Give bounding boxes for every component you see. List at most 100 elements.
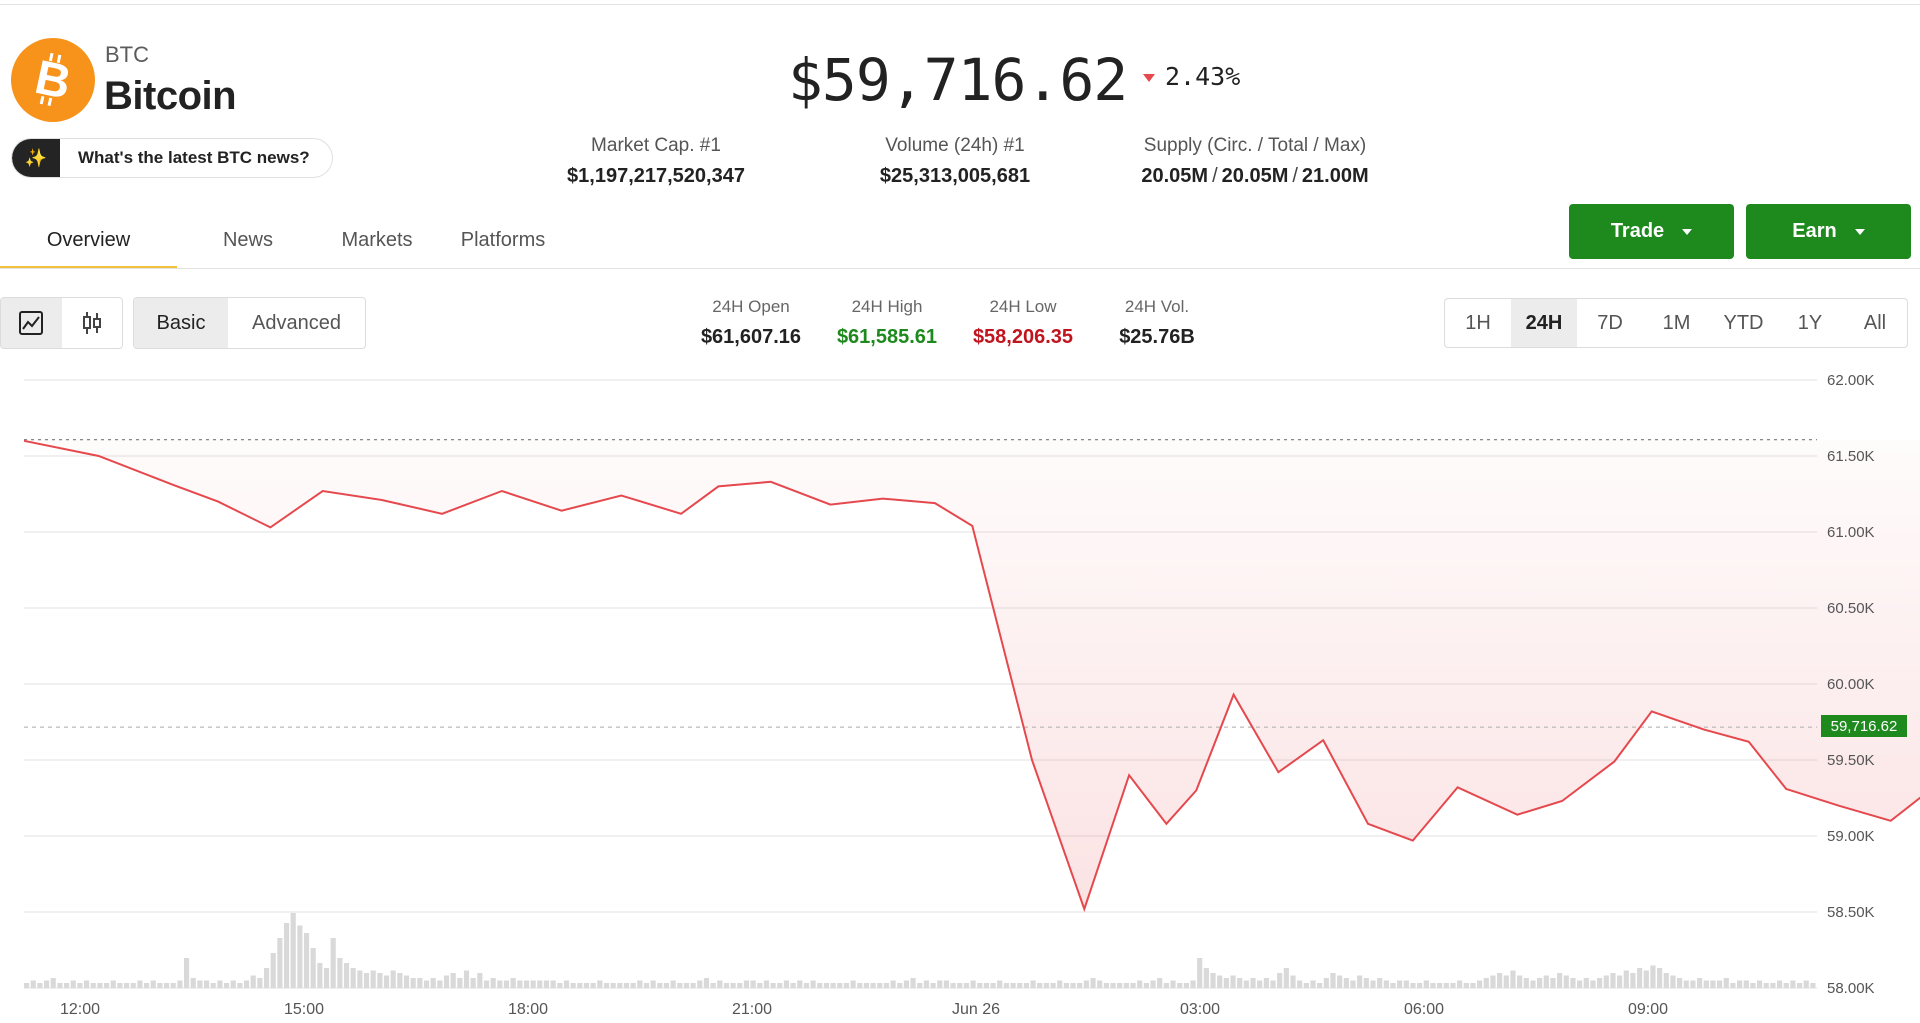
volume-bar (730, 983, 736, 988)
volume-bar (1097, 980, 1103, 988)
volume-bar (197, 980, 203, 988)
volume-bar (870, 983, 876, 988)
volume-bar (257, 978, 263, 988)
volume-bar (630, 983, 636, 988)
volume-bar (777, 983, 783, 988)
range-7d[interactable]: 7D (1597, 311, 1623, 334)
volume-bar (330, 938, 336, 988)
supply-max: 21.00M (1301, 165, 1369, 187)
supply-sep: / (1212, 165, 1218, 187)
volume-bar (350, 968, 356, 988)
volume-bar (843, 983, 850, 988)
line-chart-button[interactable] (1, 298, 62, 348)
current-price-tag: 59,716.62 (1821, 715, 1907, 737)
volume-bar (1103, 983, 1109, 988)
volume-bar (537, 980, 543, 988)
volume-bar (1317, 983, 1323, 988)
volume-bar (1137, 980, 1143, 988)
volume-bar (603, 983, 610, 988)
volume-bar (343, 963, 350, 988)
volume-bar (30, 980, 36, 988)
tab-markets[interactable]: Markets (341, 229, 413, 251)
volume-bar (1457, 980, 1463, 988)
volume-bar (1637, 968, 1643, 988)
price-chart[interactable]: 62.00K 61.50K 61.00K 60.50K 60.00K 59.50K 59.0… (0, 360, 1920, 1023)
volume-bar (1250, 978, 1256, 988)
volume-bar (523, 980, 530, 988)
high-value: $61,585.61 (836, 326, 938, 348)
volume-bar (83, 980, 90, 988)
volume-bar (1157, 978, 1163, 988)
volume-bar (917, 983, 923, 988)
range-all[interactable]: All (1863, 311, 1887, 334)
vol-label: 24H Vol. (1124, 297, 1190, 316)
price-chart-svg[interactable]: 62.00K 61.50K 61.00K 60.50K 60.00K 59.50K 59.0… (0, 360, 1920, 1023)
volume-bar (463, 970, 470, 988)
volume-bar (643, 983, 650, 988)
x-tick-label: 09:00 (1628, 1001, 1668, 1018)
earn-button[interactable]: Earn (1746, 204, 1911, 259)
y-tick-label: 58.50K (1827, 904, 1875, 921)
volume-bar (1430, 983, 1436, 988)
ai-prompt-text: What's the latest BTC news? (78, 148, 310, 167)
tab-platforms[interactable]: Platforms (460, 229, 546, 251)
volume-bar (1297, 980, 1303, 988)
basic-mode-button[interactable]: Basic (134, 298, 228, 348)
volume-bar (1790, 980, 1796, 988)
volume-bar (1377, 978, 1383, 988)
candlestick-chart-icon (82, 312, 101, 334)
low-label: 24H Low (989, 297, 1057, 316)
volume-bar (943, 980, 949, 988)
volume-bar (497, 980, 503, 988)
volume-bar (103, 983, 110, 988)
low-stat: 24H Low $58,206.35 (961, 297, 1085, 349)
price-change-value: 2.43% (1165, 62, 1241, 91)
volume-bar (1797, 983, 1803, 988)
y-tick-label: 58.00K (1827, 980, 1875, 997)
volume-bar (723, 983, 730, 988)
volume-bar (817, 983, 823, 988)
volume-bar (1697, 978, 1703, 988)
volume-bar (37, 983, 43, 988)
svg-text:B: B (30, 51, 75, 110)
volume-bar (1777, 980, 1783, 988)
volume-bar (423, 980, 430, 988)
volume-bar (510, 978, 516, 988)
range-ytd[interactable]: YTD (1723, 311, 1764, 334)
chevron-down-icon (1682, 228, 1693, 235)
volume-bar (263, 968, 270, 988)
volume-bar (210, 983, 216, 988)
volume-bar (390, 970, 396, 988)
volume-bar (1203, 968, 1209, 988)
tab-overview[interactable]: Overview (0, 222, 177, 269)
vol-value: $25.76B (1119, 326, 1195, 348)
range-1m[interactable]: 1M (1662, 311, 1691, 334)
range-24h[interactable]: 24H (1511, 299, 1577, 347)
y-tick-label: 60.00K (1827, 676, 1875, 693)
volume-bar (1563, 975, 1569, 988)
volume-bar (1070, 983, 1076, 988)
volume-bar (1677, 978, 1683, 988)
volume-bar (1310, 980, 1316, 988)
volume-bar (57, 983, 63, 988)
price-area-fill (24, 439, 1920, 909)
trade-button[interactable]: Trade (1569, 204, 1734, 259)
range-1h[interactable]: 1H (1465, 311, 1491, 334)
advanced-mode-button[interactable]: Advanced (252, 311, 341, 334)
y-tick-label: 62.00K (1827, 372, 1875, 389)
volume-bar (503, 980, 510, 988)
volume-bar (283, 923, 290, 988)
volume-bar (930, 983, 936, 988)
volume-bar (443, 975, 450, 988)
volume-bar (617, 983, 623, 988)
ai-news-prompt-button[interactable]: ✨ What's the latest BTC news? (11, 138, 333, 178)
volume-bar (1497, 973, 1503, 988)
candlestick-chart-button[interactable] (62, 298, 123, 348)
volume-bar (1090, 978, 1096, 988)
time-range-selector: 1H 24H 7D 1M YTD 1Y All (1444, 298, 1908, 348)
tab-news[interactable]: News (222, 229, 273, 251)
volume-bar (530, 980, 536, 988)
low-value: $58,206.35 (972, 326, 1074, 348)
volume-bar (117, 983, 123, 988)
range-1y[interactable]: 1Y (1797, 311, 1823, 334)
